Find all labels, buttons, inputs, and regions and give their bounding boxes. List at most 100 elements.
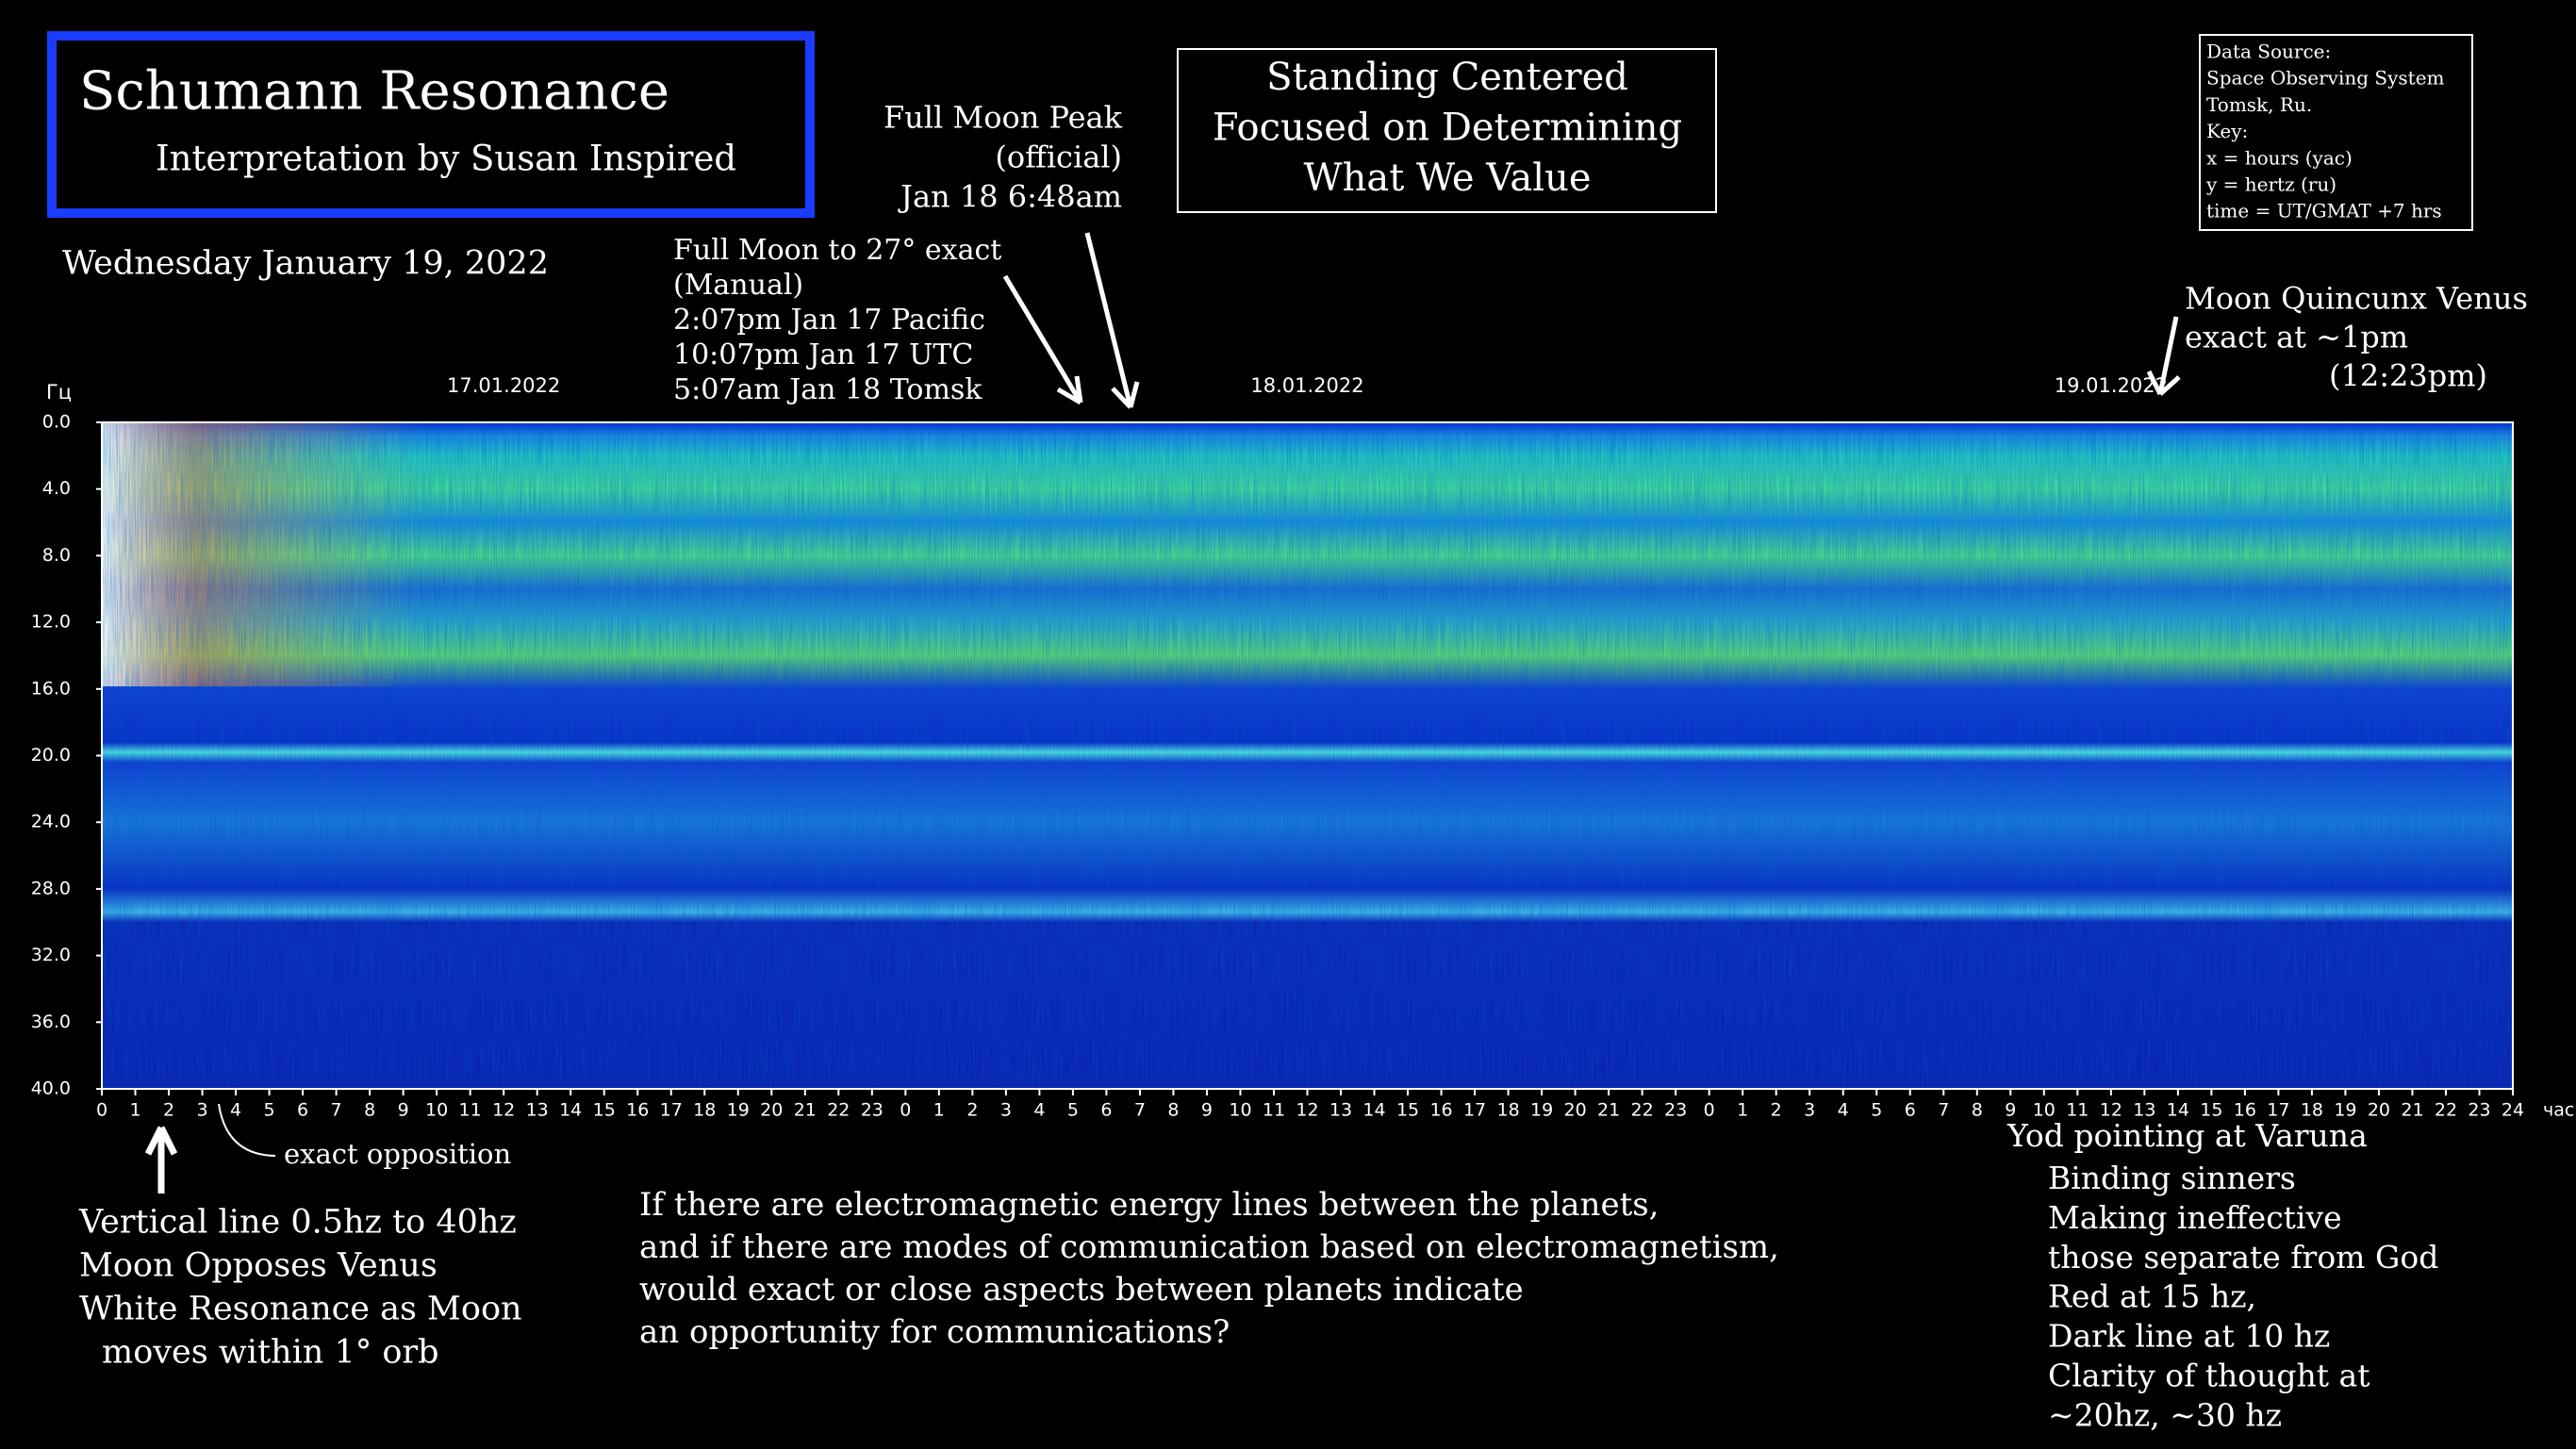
y-tick-label: 32.0 [31,945,71,965]
x-tick-label: 16 [2234,1100,2256,1121]
x-tick-label: 7 [331,1100,342,1121]
x-axis-label: час [2543,1100,2574,1121]
source-line: Tomsk, Ru. [2206,93,2312,116]
chart-title: Schumann Resonance [79,61,669,123]
x-tick-label: 9 [2005,1100,2016,1121]
x-tick-label: 23 [861,1100,883,1121]
x-tick-label: 21 [1597,1100,1620,1121]
x-tick-label: 22 [2435,1100,2457,1121]
arrow [2146,316,2181,396]
curve [218,1103,276,1157]
x-tick-label: 6 [297,1100,308,1121]
x-tick-label: 16 [626,1100,649,1121]
x-tick-label: 10 [2033,1100,2056,1121]
annotation-line: ~20hz, ~30 hz [2048,1396,2282,1433]
chart-subtitle: Interpretation by Susan Inspired [156,139,736,179]
title-frame [47,31,815,218]
x-tick-label: 17 [2267,1100,2289,1121]
x-tick-label: 6 [1100,1100,1112,1121]
x-tick-label: 13 [1329,1100,1352,1121]
x-tick-label: 12 [492,1100,515,1121]
x-tick-label: 15 [593,1100,616,1121]
x-tick-label: 4 [1033,1100,1045,1121]
arrow [1084,232,1140,409]
date: Wednesday January 19, 2022 [62,245,549,283]
annotation-line: (Manual) [673,269,803,302]
annotation-line: Making ineffective [2048,1199,2342,1236]
source-line: x = hours (yac) [2206,146,2353,169]
annotation-line: If there are electromagnetic energy line… [639,1186,1660,1224]
x-tick-label: 11 [2066,1100,2089,1121]
annotation-line: Binding sinners [2048,1160,2296,1196]
plot [101,421,2514,1090]
annotation-line: Red at 15 hz, [2048,1278,2256,1315]
x-tick-label: 5 [1067,1100,1079,1121]
x-tick-label: 15 [1396,1100,1419,1121]
x-tick-label: 9 [398,1100,409,1121]
x-tick-label: 8 [1972,1100,1983,1121]
y-tick-label: 24.0 [31,812,71,832]
y-tick-label: 36.0 [31,1012,71,1032]
y-tick-label: 12.0 [31,612,71,633]
y-tick-label: 16.0 [31,678,71,699]
y-tick-label: 8.0 [42,545,71,566]
annotation-line: Jan 18 6:48am [898,179,1122,215]
x-tick-label: 7 [1134,1100,1146,1121]
x-tick-label: 15 [2200,1100,2222,1121]
x-tick-label: 18 [693,1100,716,1121]
x-tick-label: 2 [163,1100,174,1121]
x-tick-label: 19 [1530,1100,1553,1121]
note-line: What We Value [1303,156,1591,200]
x-tick-label: 3 [1804,1100,1815,1121]
annotation-line: 5:07am Jan 18 Tomsk [673,373,983,406]
x-tick-label: 1 [129,1100,140,1121]
x-tick-label: 16 [1429,1100,1452,1121]
arrows [144,232,2181,1194]
y-tick-label: 40.0 [31,1079,71,1099]
x-tick-label: 3 [1000,1100,1012,1121]
arrow [144,1126,178,1194]
annotation-line: Clarity of thought at [2048,1358,2370,1394]
x-tick-label: 18 [1496,1100,1519,1121]
x-tick-label: 10 [1229,1100,1251,1121]
x-tick-label: 20 [760,1100,783,1121]
x-tick-label: 24 [2502,1100,2524,1121]
x-tick-label: 1 [1737,1100,1748,1121]
annotation: exact opposition [284,1138,511,1170]
x-tick-label: 23 [2468,1100,2490,1121]
x-tick-label: 8 [1167,1100,1179,1121]
annotation-line: 10:07pm Jan 17 UTC [673,338,973,371]
note-line: Standing Centered [1266,56,1628,99]
annotation-line: an opportunity for communications? [639,1313,1230,1351]
date-label: 19.01.2022 [2055,374,2168,397]
source-frame [2199,34,2473,231]
x-tick-label: 6 [1905,1100,1916,1121]
x-tick-label: 22 [827,1100,850,1121]
x-tick-label: 18 [2301,1100,2323,1121]
x-tick-label: 14 [1362,1100,1385,1121]
x-tick-label: 20 [1564,1100,1587,1121]
y-tick-label: 0.0 [42,412,71,433]
x-tick-label: 17 [660,1100,683,1121]
x-tick-label: 19 [727,1100,750,1121]
source-line: y = hertz (ru) [2205,173,2337,196]
annotation-line: exact at ~1pm [2185,320,2408,355]
x-tick-label: 13 [526,1100,549,1121]
x-tick-label: 0 [900,1100,911,1121]
date-label: 18.01.2022 [1250,374,1363,397]
annotation-line: would exact or close aspects between pla… [639,1271,1524,1309]
x-tick-label: 4 [230,1100,241,1121]
x-tick-label: 0 [1704,1100,1715,1121]
annotation-line: Moon Opposes Venus [79,1247,438,1285]
y-tick-label: 28.0 [31,878,71,898]
x-tick-label: 5 [1871,1100,1882,1121]
x-tick-label: 23 [1664,1100,1687,1121]
note-line: Focused on Determining [1213,107,1682,150]
x-tick-label: 12 [1296,1100,1318,1121]
x-tick-label: 20 [2368,1100,2390,1121]
annotation-line: Dark line at 10 hz [2048,1318,2330,1355]
note-frame [1177,48,1717,213]
annotation-line: Vertical line 0.5hz to 40hz [78,1204,517,1242]
annotation-line: and if there are modes of communication … [639,1228,1779,1266]
annotation: Yod pointing at Varuna [2006,1117,2368,1154]
